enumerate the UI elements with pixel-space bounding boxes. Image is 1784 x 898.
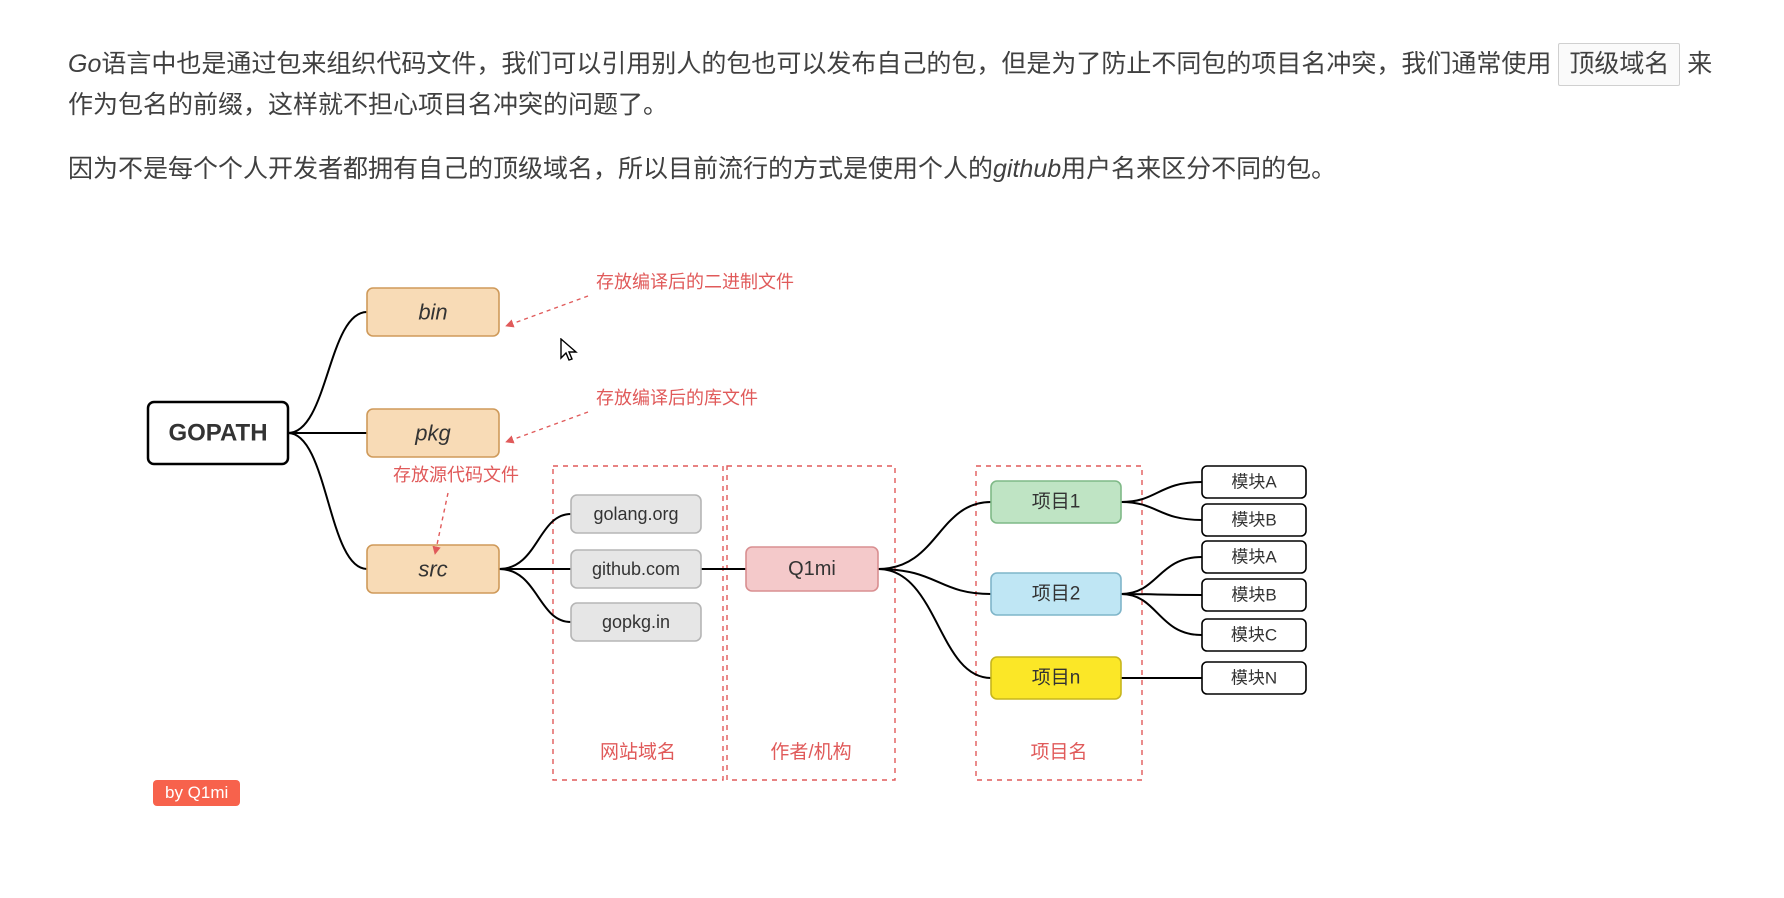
node-bin: bin xyxy=(367,288,499,336)
node-gopath: GOPATH xyxy=(148,402,288,464)
group-label: 网站域名 xyxy=(600,741,676,763)
edge xyxy=(288,433,367,569)
node-domain-1: github.com xyxy=(571,550,701,588)
para1-prefix: Go xyxy=(68,50,101,78)
paragraph-1: Go语言中也是通过包来组织代码文件，我们可以引用别人的包也可以发布自己的包，但是… xyxy=(68,43,1716,125)
node-author: Q1mi xyxy=(746,547,878,591)
node-module-1: 模块B xyxy=(1202,504,1306,536)
svg-text:Q1mi: Q1mi xyxy=(788,558,836,580)
node-domain-0: golang.org xyxy=(571,495,701,533)
paragraph-2: 因为不是每个个人开发者都拥有自己的顶级域名，所以目前流行的方式是使用个人的git… xyxy=(68,150,1716,189)
node-module-2: 模块A xyxy=(1202,541,1306,573)
node-module-3: 模块B xyxy=(1202,579,1306,611)
svg-text:github.com: github.com xyxy=(592,559,680,579)
node-domain-2: gopkg.in xyxy=(571,603,701,641)
page-root: Go语言中也是通过包来组织代码文件，我们可以引用别人的包也可以发布自己的包，但是… xyxy=(0,0,1784,858)
annotation-text: 存放编译后的二进制文件 xyxy=(596,272,794,292)
svg-text:模块N: 模块N xyxy=(1231,669,1277,688)
svg-text:gopkg.in: gopkg.in xyxy=(602,612,670,632)
annotation-text: 存放源代码文件 xyxy=(393,465,519,485)
para1-body: 语言中也是通过包来组织代码文件，我们可以引用别人的包也可以发布自己的包，但是为了… xyxy=(101,50,1551,78)
node-module-0: 模块A xyxy=(1202,466,1306,498)
svg-text:bin: bin xyxy=(418,300,447,325)
svg-text:模块A: 模块A xyxy=(1231,473,1277,492)
node-pkg: pkg xyxy=(367,409,499,457)
gopath-diagram: 网站域名 作者/机构 项目名 GOPATH bin 存放编译后的二进制文件 pkg 存放编译后… xyxy=(68,228,1716,828)
node-project-0: 项目1 xyxy=(991,481,1121,523)
author-badge: by Q1mi xyxy=(153,780,240,806)
svg-text:项目n: 项目n xyxy=(1032,668,1081,689)
group-label: 作者/机构 xyxy=(770,741,851,763)
svg-text:pkg: pkg xyxy=(414,421,451,446)
edge xyxy=(1121,482,1202,502)
annotation-text: 存放编译后的库文件 xyxy=(596,388,758,408)
node-module-5: 模块N xyxy=(1202,662,1306,694)
edge xyxy=(1121,557,1202,594)
node-project-2: 项目n xyxy=(991,657,1121,699)
svg-text:模块A: 模块A xyxy=(1231,548,1277,567)
group-label: 项目名 xyxy=(1030,741,1087,763)
svg-text:项目2: 项目2 xyxy=(1032,584,1081,605)
svg-text:模块C: 模块C xyxy=(1231,626,1277,645)
diagram-container: 网站域名 作者/机构 项目名 GOPATH bin 存放编译后的二进制文件 pkg 存放编译后… xyxy=(68,228,1716,828)
edge xyxy=(1121,594,1202,635)
para2-github: github xyxy=(993,155,1061,183)
svg-text:模块B: 模块B xyxy=(1231,511,1276,530)
svg-text:src: src xyxy=(418,557,447,582)
annotation-arrow xyxy=(506,412,588,442)
node-module-4: 模块C xyxy=(1202,619,1306,651)
svg-text:GOPATH: GOPATH xyxy=(168,420,267,447)
svg-text:项目1: 项目1 xyxy=(1032,492,1081,513)
node-src: src xyxy=(367,545,499,593)
edge xyxy=(499,514,571,569)
edge xyxy=(499,569,571,622)
para2-a: 因为不是每个个人开发者都拥有自己的顶级域名，所以目前流行的方式是使用个人的 xyxy=(68,155,993,183)
edge xyxy=(288,312,367,433)
svg-text:模块B: 模块B xyxy=(1231,586,1276,605)
annotation-arrow xyxy=(506,296,588,326)
para2-c: 用户名来区分不同的包。 xyxy=(1061,155,1336,183)
inline-code-top-domain: 顶级域名 xyxy=(1558,43,1680,86)
svg-text:golang.org: golang.org xyxy=(593,504,678,524)
edge xyxy=(1121,502,1202,520)
node-project-1: 项目2 xyxy=(991,573,1121,615)
